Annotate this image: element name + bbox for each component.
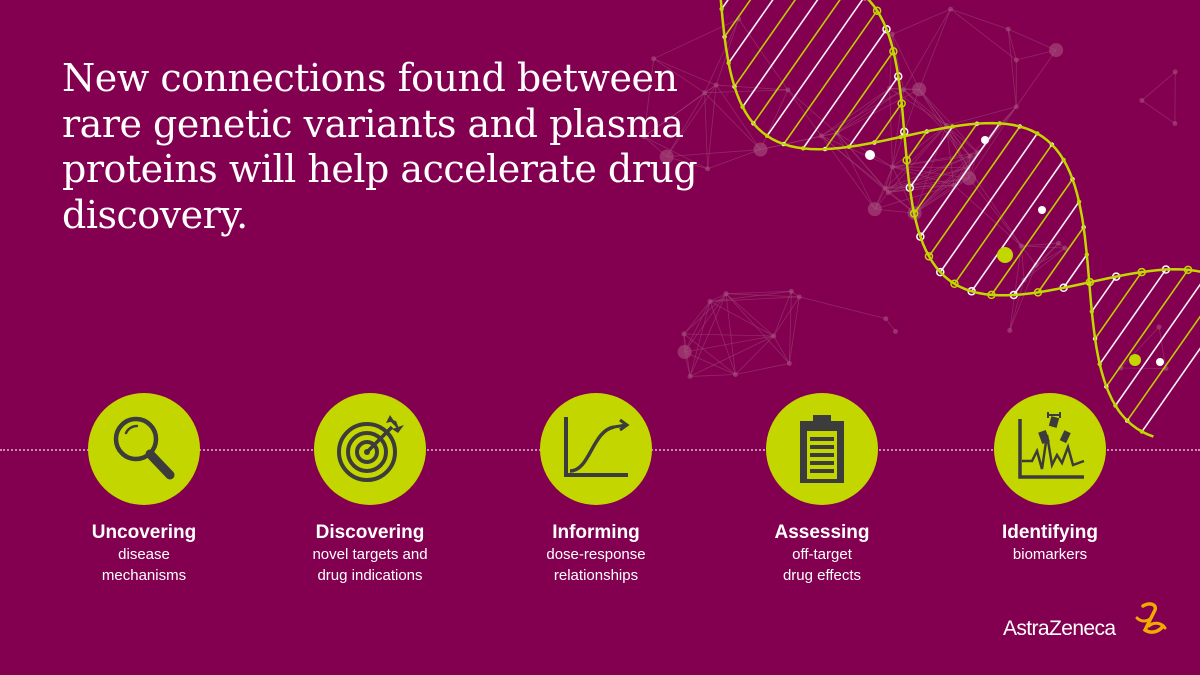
- biomarker-chart-icon: [1018, 412, 1085, 479]
- feature-desc-line1: biomarkers: [1012, 546, 1088, 563]
- target-icon: [337, 415, 404, 482]
- feature-uncovering: Uncovering disease mechanisms: [29, 393, 259, 586]
- feature-desc-line1: disease: [118, 546, 170, 563]
- feature-desc-line1: off-target: [792, 546, 852, 563]
- feature-assessing: Assessing off-target drug effects: [707, 393, 937, 586]
- feature-desc-line2: mechanisms: [101, 567, 187, 584]
- feature-icon-circle: [766, 393, 878, 505]
- feature-informing: Informing dose-response relationships: [481, 393, 711, 586]
- feature-identifying: Identifying biomarkers: [935, 393, 1165, 565]
- feature-title: Informing: [552, 522, 640, 543]
- brand-name: AstraZeneca: [1003, 617, 1116, 640]
- feature-title: Discovering: [315, 522, 425, 543]
- feature-desc-line2: drug effects: [782, 567, 862, 584]
- feature-desc-line2: relationships: [553, 567, 639, 584]
- feature-discovering: Discovering novel targets and drug indic…: [255, 393, 485, 586]
- feature-desc-line2: drug indications: [317, 567, 423, 584]
- feature-title: Identifying: [1001, 522, 1099, 543]
- clipboard-icon: [800, 415, 844, 483]
- feature-desc-line1: dose-response: [546, 546, 646, 563]
- magnifier-icon: [113, 416, 175, 480]
- feature-icon-circle: [540, 393, 652, 505]
- dose-response-curve-icon: [564, 417, 630, 477]
- feature-icon-circle: [314, 393, 426, 505]
- headline: New connections found between rare genet…: [62, 56, 698, 237]
- astrazeneca-logo-icon: [1135, 602, 1167, 634]
- feature-icon-circle: [994, 393, 1106, 505]
- feature-title: Assessing: [774, 522, 870, 543]
- feature-title: Uncovering: [91, 522, 197, 543]
- feature-desc-line1: novel targets and: [312, 546, 428, 563]
- astrazeneca-logo: AstraZeneca: [1003, 598, 1173, 642]
- feature-icon-circle: [88, 393, 200, 505]
